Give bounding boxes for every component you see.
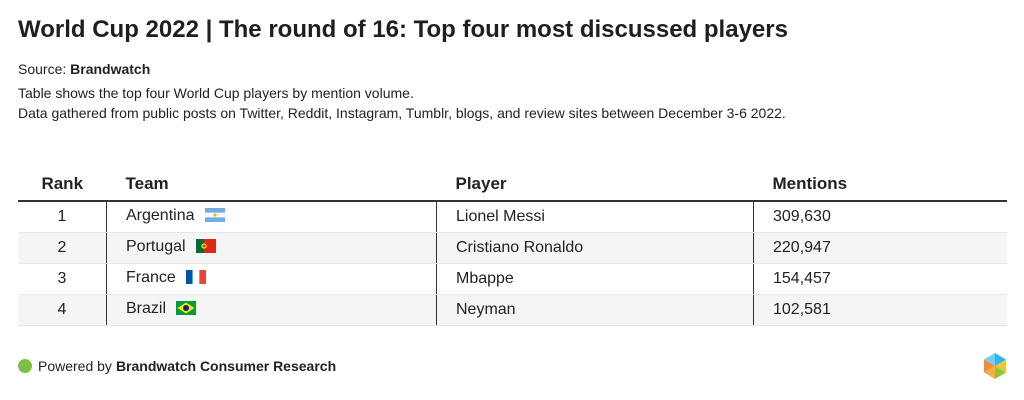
table-header-row: Rank Team Player Mentions — [18, 168, 1007, 202]
table-row: 2 Portugal Cristiano Ronaldo 220,947 — [18, 232, 1007, 264]
mentions-cell: 220,947 — [753, 232, 1007, 264]
team-cell: Argentina — [106, 201, 437, 233]
description-line-1: Table shows the top four World Cup playe… — [18, 85, 414, 101]
flag-argentina-icon — [204, 208, 225, 227]
rank-cell: 3 — [18, 263, 107, 295]
rank-cell: 2 — [18, 232, 107, 264]
team-name: Portugal — [126, 238, 186, 255]
team-cell: Portugal — [106, 232, 437, 264]
description: Table shows the top four World Cup playe… — [18, 83, 786, 123]
team-cell: France — [106, 263, 437, 295]
mentions-cell: 102,581 — [753, 294, 1007, 326]
column-header-rank: Rank — [18, 168, 107, 202]
player-cell: Cristiano Ronaldo — [436, 232, 754, 264]
column-header-team: Team — [106, 168, 437, 202]
flag-portugal-icon — [196, 239, 217, 258]
team-cell: Brazil — [106, 294, 437, 326]
column-header-mentions: Mentions — [753, 168, 1007, 202]
source-label: Source: — [18, 61, 67, 77]
table-row: 1 Argentina Lionel Messi 309,630 — [18, 201, 1007, 233]
description-line-2: Data gathered from public posts on Twitt… — [18, 105, 786, 121]
player-cell: Neyman — [436, 294, 754, 326]
flag-france-icon — [186, 270, 207, 289]
footer-prefix: Powered by — [38, 358, 112, 374]
flag-brazil-icon — [176, 301, 197, 320]
player-cell: Mbappe — [436, 263, 754, 295]
mentions-cell: 154,457 — [753, 263, 1007, 295]
brand-dot-icon — [18, 359, 32, 373]
rank-cell: 1 — [18, 201, 107, 233]
team-name: Argentina — [126, 207, 195, 224]
table-row: 3 France Mbappe 154,457 — [18, 263, 1007, 295]
source-line: Source: Brandwatch — [18, 61, 150, 77]
table-row: 4 Brazil Neyman 102,581 — [18, 294, 1007, 326]
team-name: France — [126, 269, 176, 286]
source-name: Brandwatch — [70, 61, 151, 77]
player-cell: Lionel Messi — [436, 201, 754, 233]
team-name: Brazil — [126, 300, 167, 317]
brandwatch-logo-icon — [982, 352, 1008, 385]
mentions-cell: 309,630 — [753, 201, 1007, 233]
footer: Powered by Brandwatch Consumer Research — [18, 358, 336, 374]
rank-cell: 4 — [18, 294, 107, 326]
chart-title: World Cup 2022 | The round of 16: Top fo… — [18, 16, 788, 43]
column-header-player: Player — [436, 168, 754, 202]
mentions-table: Rank Team Player Mentions 1 Argentina Li… — [18, 168, 1007, 326]
footer-brand: Brandwatch Consumer Research — [115, 358, 337, 374]
